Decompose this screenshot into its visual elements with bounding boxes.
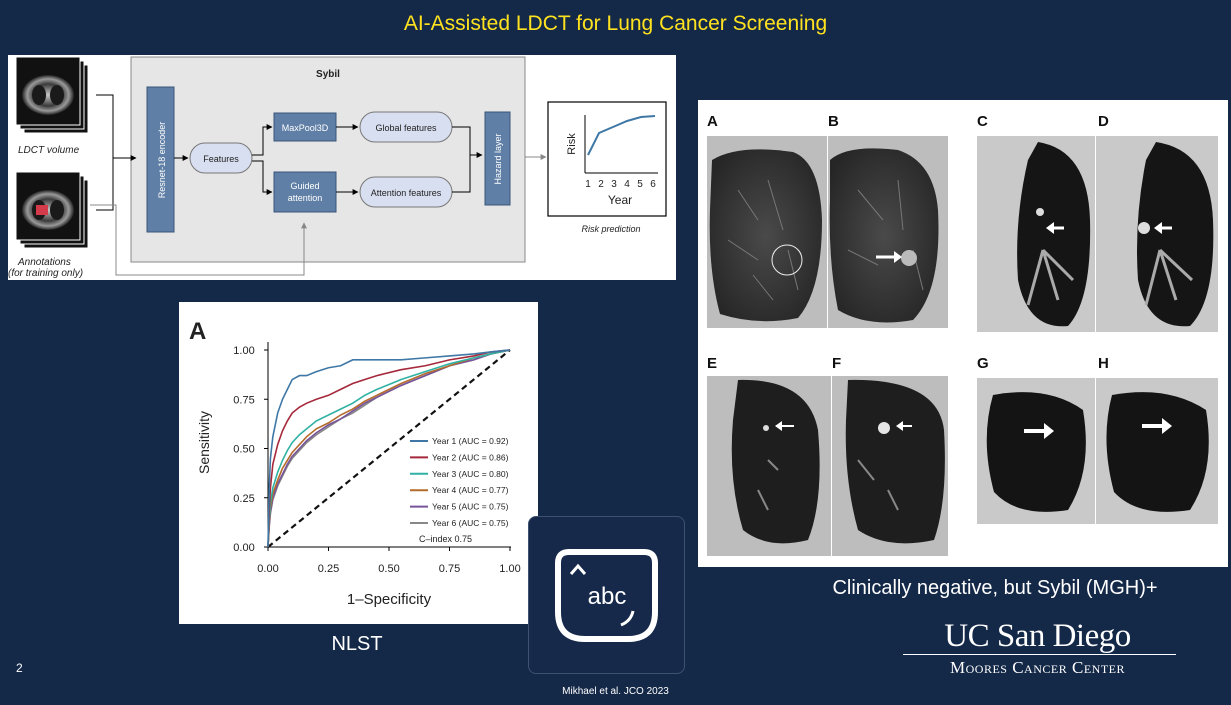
year-tick: 1: [585, 179, 591, 190]
panel-letter-b: B: [828, 113, 839, 130]
year-tick: 3: [611, 179, 617, 190]
y-tick-label: 0.75: [233, 394, 254, 406]
slide-number: 2: [16, 661, 23, 675]
citation: Mikhael et al. JCO 2023: [562, 686, 669, 697]
c-index-annotation: C–index 0.75: [419, 534, 472, 544]
sybil-caption: Clinically negative, but Sybil (MGH)+: [832, 577, 1158, 599]
year-tick: 6: [650, 179, 656, 190]
risk-prediction-label: Risk prediction: [581, 224, 640, 234]
keyboard-abc-icon: abc: [555, 549, 658, 642]
sybil-architecture-diagram: LDCT volume Annotations (for training on…: [8, 55, 676, 280]
legend-label: Year 6 (AUC = 0.75): [432, 518, 509, 528]
x-tick-label: 0.25: [318, 563, 339, 575]
roc-series-line: [267, 349, 511, 548]
year-tick: 2: [598, 179, 604, 190]
ct-image-g: [977, 378, 1095, 524]
reference-diagonal: [267, 349, 511, 548]
y-tick-label: 0.00: [233, 542, 254, 554]
nlst-caption: NLST: [331, 633, 383, 655]
ct-image-b: [828, 136, 948, 328]
diagram-svg: LDCT volume Annotations (for training on…: [8, 56, 667, 279]
guided-attention-block: [273, 171, 337, 213]
ucsd-logo-name: UC San Diego: [944, 618, 1131, 654]
panel-letter-c: C: [977, 113, 988, 130]
year-axis-label: Year: [608, 193, 632, 207]
annotations-label: Annotations: [17, 257, 71, 268]
roc-series-line: [267, 349, 511, 548]
panel-letter-e: E: [707, 355, 717, 372]
y-tick-label: 1.00: [233, 345, 254, 357]
roc-series-line: [267, 349, 511, 548]
ct-image-e: [707, 376, 831, 556]
encoder-block: [146, 86, 175, 233]
ct-image-panel: A B C D E F G H: [698, 100, 1228, 567]
features-label: Features: [203, 154, 239, 164]
ct-image-c: [977, 136, 1095, 332]
year-tick: 5: [637, 179, 643, 190]
panel-letter-g: G: [977, 355, 989, 372]
panel-letter-d: D: [1098, 113, 1109, 130]
x-tick-label: 0.50: [378, 563, 399, 575]
risk-plot-box: [547, 101, 667, 217]
risk-curve: [587, 115, 656, 156]
keyboard-abc-overlay-button[interactable]: abc: [528, 516, 685, 674]
guided-label-2: attention: [288, 193, 323, 203]
ct-panel-svg: A B C D E F G H: [707, 113, 1218, 556]
ucsd-logo: UC San Diego Moores Cancer Center: [895, 618, 1180, 678]
annotations-stack: [15, 171, 89, 249]
hazard-layer-block: [484, 111, 511, 206]
features-node: [189, 142, 253, 174]
legend-label: Year 2 (AUC = 0.86): [432, 452, 509, 462]
guided-label-1: Guided: [290, 181, 319, 191]
roc-chart-svg: A 0.00 0.25 0.50 0.75 1.00 0.00 0.25 0.50 0.75 1.…: [189, 318, 521, 608]
sybil-label: Sybil: [316, 69, 340, 80]
legend-label: Year 1 (AUC = 0.92): [432, 436, 509, 446]
legend-label: Year 4 (AUC = 0.77): [432, 485, 509, 495]
ct-image-d: [1096, 136, 1218, 332]
ldct-label: LDCT volume: [18, 145, 80, 156]
overlay-text: abc: [588, 583, 627, 610]
year-tick: 4: [624, 179, 630, 190]
panel-letter-h: H: [1098, 355, 1109, 372]
ldct-volume-stack: [15, 56, 89, 134]
ucsd-logo-subtitle: Moores Cancer Center: [950, 658, 1125, 677]
ct-image-a: [707, 136, 827, 328]
x-tick-label: 1.00: [499, 563, 520, 575]
maxpool-label: MaxPool3D: [282, 123, 329, 133]
ct-image-f: [832, 376, 948, 556]
roc-chart: A 0.00 0.25 0.50 0.75 1.00 0.00 0.25 0.50 0.75 1.…: [179, 302, 538, 624]
maxpool-block: [273, 112, 337, 142]
y-axis-label: Sensitivity: [196, 411, 212, 474]
x-axis-label: 1–Specificity: [347, 591, 432, 608]
y-tick-label: 0.50: [233, 444, 254, 456]
x-tick-label: 0.00: [257, 563, 278, 575]
roc-series-line: [267, 349, 511, 548]
attention-label: Attention features: [371, 188, 442, 198]
risk-axis-label: Risk: [566, 133, 578, 155]
panel-letter-f: F: [832, 355, 841, 372]
slide-title: AI-Assisted LDCT for Lung Cancer Screeni…: [403, 12, 828, 35]
annotations-sublabel: (for training only): [8, 268, 83, 279]
x-tick-label: 0.75: [439, 563, 460, 575]
legend-label: Year 3 (AUC = 0.80): [432, 469, 509, 479]
panel-letter-a: A: [707, 113, 718, 130]
ct-image-h: [1096, 378, 1218, 524]
encoder-label: Resnet-18 encoder: [157, 122, 167, 199]
ucsd-logo-rule: [903, 654, 1176, 655]
global-label: Global features: [375, 123, 437, 133]
panel-label: A: [189, 318, 206, 345]
hazard-label: Hazard layer: [493, 133, 503, 184]
y-tick-label: 0.25: [233, 493, 254, 505]
legend-label: Year 5 (AUC = 0.75): [432, 502, 509, 512]
roc-series-line: [267, 349, 511, 548]
